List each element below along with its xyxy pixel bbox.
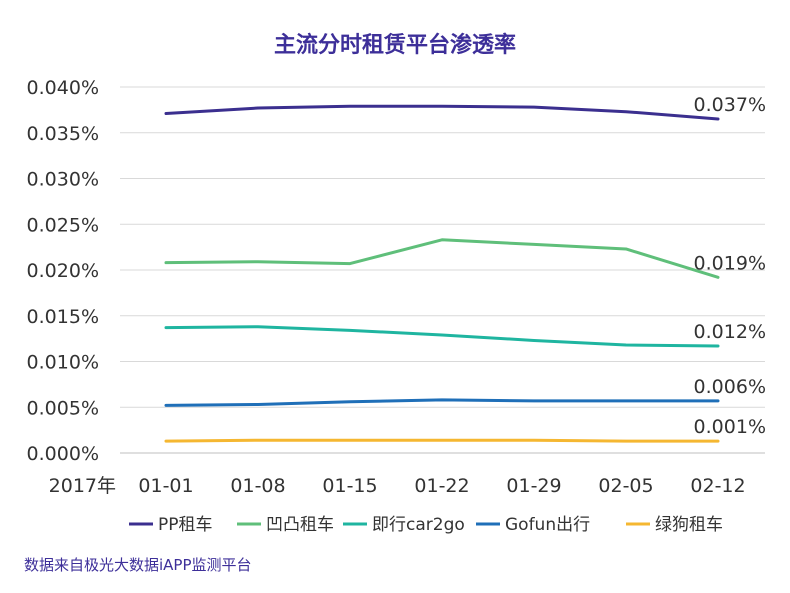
y-tick-label: 0.025% <box>27 214 99 236</box>
legend-label: 即行car2go <box>372 515 465 535</box>
x-tick-label: 01-22 <box>414 475 469 497</box>
series-line <box>164 238 720 279</box>
y-tick-label: 0.035% <box>27 123 99 145</box>
legend-label: PP租车 <box>158 515 213 535</box>
series-line <box>164 398 720 407</box>
y-tick-label: 0.020% <box>27 260 99 282</box>
series-line <box>164 104 720 121</box>
x-tick-label: 02-05 <box>598 475 653 497</box>
legend-label: 凹凸租车 <box>266 515 334 535</box>
x-tick-label: 01-01 <box>138 475 193 497</box>
y-tick-label: 0.005% <box>27 397 99 419</box>
y-tick-label: 0.040% <box>27 77 99 99</box>
x-axis-prefix: 2017年 <box>49 475 116 497</box>
end-labels: 0.037% 0.019% 0.012% 0.006% 0.001% <box>694 94 766 438</box>
y-tick-label: 0.000% <box>27 443 99 465</box>
y-axis-ticks: 0.000% 0.005% 0.010% 0.015% 0.020% 0.025% 0.03… <box>27 77 99 465</box>
chart-title: 主流分时租赁平台渗透率 <box>274 32 516 58</box>
legend-label: Gofun出行 <box>505 515 590 535</box>
grid <box>120 86 765 454</box>
data-label: 0.019% <box>694 252 766 274</box>
data-label: 0.012% <box>694 321 766 343</box>
data-label: 0.037% <box>694 94 766 116</box>
legend: PP租车 凹凸租车 即行car2go Gofun出行 绿狗租车 <box>129 515 723 535</box>
series-line <box>164 438 720 443</box>
series-lines <box>164 104 720 443</box>
source-note: 数据来自极光大数据iAPP监测平台 <box>24 556 252 574</box>
x-axis-ticks: 2017年 01-01 01-08 01-15 01-22 01-29 02-05 02-12 <box>49 475 746 497</box>
x-tick-label: 01-08 <box>230 475 285 497</box>
data-label: 0.001% <box>694 416 766 438</box>
series-line <box>164 325 720 348</box>
y-tick-label: 0.015% <box>27 306 99 328</box>
y-tick-label: 0.010% <box>27 352 99 374</box>
x-tick-label: 02-12 <box>690 475 745 497</box>
x-tick-label: 01-15 <box>322 475 377 497</box>
y-tick-label: 0.030% <box>27 169 99 191</box>
x-tick-label: 01-29 <box>506 475 561 497</box>
data-label: 0.006% <box>694 376 766 398</box>
legend-label: 绿狗租车 <box>655 515 723 535</box>
